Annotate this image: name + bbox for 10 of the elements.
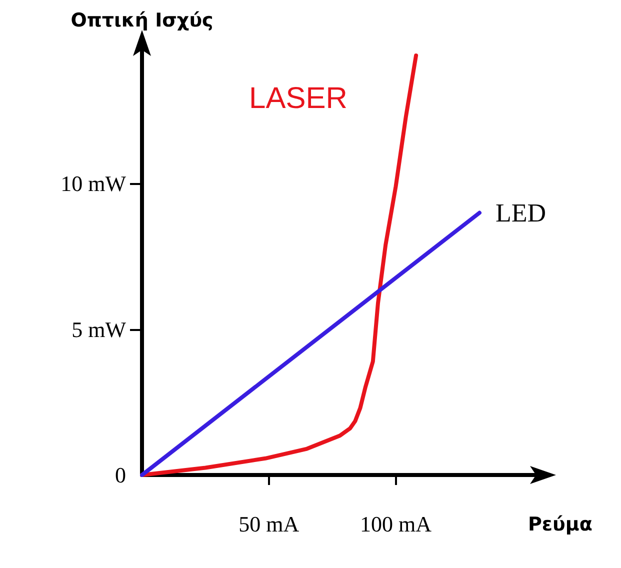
y-tick-label: 5 mW xyxy=(72,316,126,342)
x-tick-label: 100 mA xyxy=(360,512,432,536)
line-series xyxy=(140,53,418,477)
y-tick-label: 0 xyxy=(115,462,126,488)
y-axis-title: Οπτική Ισχύς xyxy=(70,10,214,32)
series-label: LASER xyxy=(249,82,348,115)
series-label: LED xyxy=(495,198,546,228)
x-axis-title: Ρεύμα xyxy=(528,514,592,536)
x-tick-label: 50 mA xyxy=(238,512,300,536)
y-tick-label: 10 mW xyxy=(60,171,126,196)
